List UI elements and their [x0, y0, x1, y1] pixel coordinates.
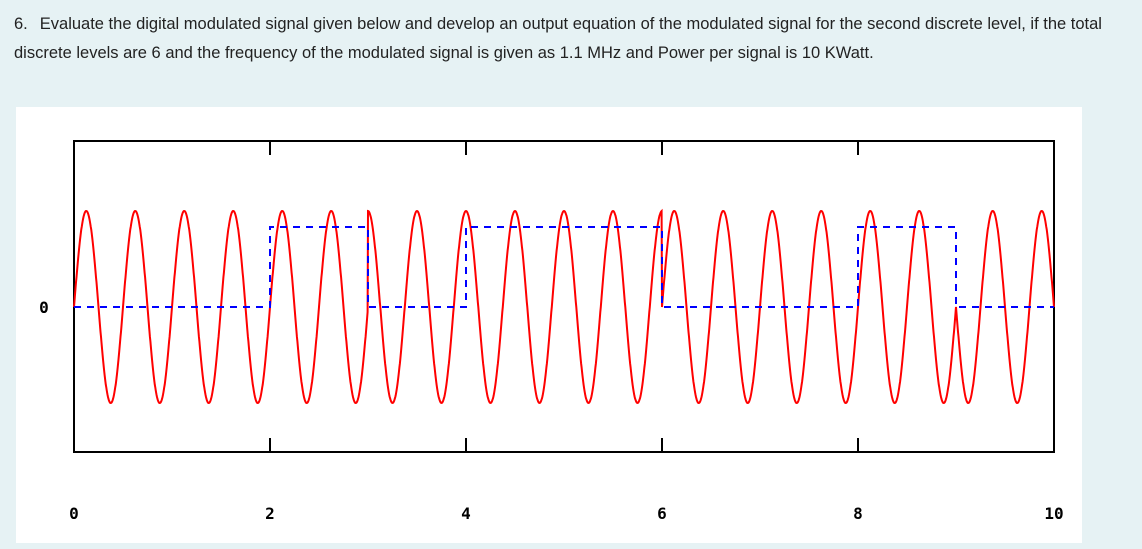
chart-figure: 0 2 4 6 8 10 0	[16, 107, 1082, 543]
x-tick-label: 0	[69, 504, 79, 523]
question-number: 6.	[14, 15, 28, 33]
question-text-block: 6. Evaluate the digital modulated signal …	[14, 10, 1134, 68]
question-body: Evaluate the digital modulated signal gi…	[14, 15, 1102, 62]
digital-data-line	[74, 226, 1054, 308]
modulated-signal-line	[73, 208, 1055, 405]
x-tick-label: 4	[461, 504, 471, 523]
x-tick-label: 8	[853, 504, 863, 523]
chart-svg: 0 2 4 6 8 10 0	[39, 140, 1064, 523]
y-tick-label: 0	[39, 298, 49, 317]
x-tick-label: 2	[265, 504, 275, 523]
x-tick-label: 10	[1044, 504, 1063, 523]
x-tick-label: 6	[657, 504, 667, 523]
